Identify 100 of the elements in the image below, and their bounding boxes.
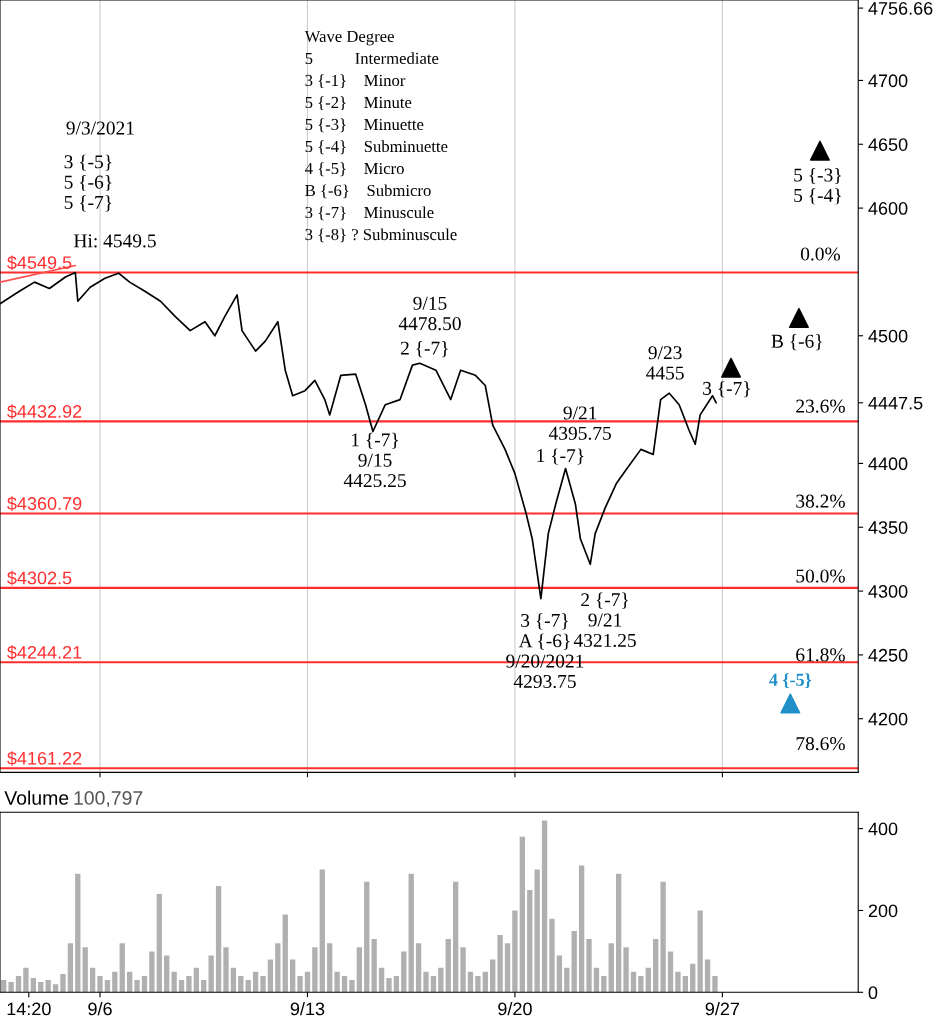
annotation: 3 {-1} Minor — [305, 74, 406, 89]
bar — [230, 967, 237, 993]
annotation: 9/23 4455 — [646, 346, 684, 380]
bar — [171, 971, 177, 993]
bar — [304, 971, 311, 993]
x-tick-label: 9/13 — [290, 1002, 325, 1016]
bar — [193, 967, 200, 993]
annotation: 5 Intermediate — [305, 52, 439, 65]
bar — [593, 967, 600, 993]
point — [809, 140, 830, 161]
annotation: 78.6% — [796, 737, 845, 751]
x-tick-label: 14:20 — [7, 1002, 51, 1016]
bar — [282, 914, 288, 993]
y-tick-label: 200 — [868, 904, 898, 918]
x-tick-label: 9/27 — [705, 1002, 740, 1016]
bar — [208, 955, 214, 993]
y-tick-label: 4200 — [868, 712, 908, 726]
bar — [319, 869, 325, 993]
bar — [534, 869, 540, 993]
bar — [675, 971, 681, 993]
ref-line-label: $4244.21 — [7, 645, 82, 660]
bar — [438, 967, 444, 993]
y-tick-label: 4447.5 — [868, 396, 923, 410]
bar — [45, 980, 51, 993]
bar — [697, 910, 703, 993]
bar — [467, 971, 474, 993]
bar — [408, 873, 414, 993]
bar — [104, 980, 111, 993]
bar — [97, 975, 103, 993]
bar — [601, 975, 607, 993]
bar — [245, 980, 251, 993]
bar — [356, 947, 363, 993]
bar — [267, 959, 274, 993]
bar — [512, 910, 518, 993]
bar — [30, 977, 37, 993]
y-tick-label: 0 — [868, 986, 878, 1000]
bar — [75, 873, 81, 993]
bar — [289, 959, 296, 993]
bar — [497, 935, 503, 993]
bar — [430, 975, 437, 993]
annotation: 50.0% — [796, 569, 845, 583]
y-tick-label: 4700 — [868, 74, 908, 88]
y-tick-label: 4400 — [868, 457, 908, 471]
bar — [475, 975, 481, 993]
bar — [615, 873, 622, 993]
y-tick-label: 400 — [868, 822, 898, 836]
annotation: 1 {-7} 9/15 4425.25 — [343, 432, 406, 488]
bar — [541, 820, 548, 993]
bar — [327, 943, 333, 993]
bar — [452, 881, 459, 993]
bar — [586, 939, 592, 993]
bar — [60, 973, 66, 993]
bar — [126, 971, 133, 993]
bar — [223, 947, 229, 993]
annotation: 5 {-4} Subminuette — [305, 140, 448, 155]
bar — [490, 959, 496, 993]
y-tick-label: 4300 — [868, 585, 908, 598]
y-tick-label: 4650 — [868, 138, 908, 151]
bar — [149, 951, 155, 993]
point — [788, 307, 809, 328]
annotation: 5 {-3} Minuette — [305, 118, 424, 133]
ref-line-label: $4432.92 — [7, 404, 82, 419]
annotation: 5 {-3} 5 {-4} — [794, 167, 841, 205]
annotation: 3 {-8} ? Subminuscule — [305, 228, 457, 243]
bar — [401, 951, 407, 993]
annotation: 2 {-7} 9/21 4321.25 — [573, 592, 636, 648]
bar — [349, 980, 355, 993]
annotation: 9/3/2021 — [66, 121, 134, 135]
bar — [386, 977, 392, 993]
annotation: 23.6% — [796, 399, 845, 413]
annotation: 1 {-7} — [537, 448, 584, 465]
chart-subtitle: 100,797 — [74, 791, 143, 808]
bar — [682, 975, 689, 993]
ref-line-label: $4360.79 — [7, 496, 82, 511]
bar — [660, 881, 666, 993]
annotation: 5 {-2} Minute — [305, 96, 412, 111]
bar — [423, 971, 429, 993]
bar — [238, 975, 244, 993]
bar — [519, 836, 526, 993]
point — [780, 693, 801, 714]
x-tick-label: 9/6 — [88, 1002, 112, 1016]
bar — [252, 971, 259, 993]
bar — [178, 980, 185, 993]
annotation: 3 {-7} — [703, 381, 750, 398]
annotation: B {-6} — [771, 334, 822, 351]
bar — [67, 943, 74, 993]
x-tick-label: 9/20 — [498, 1002, 532, 1016]
bar — [445, 939, 451, 993]
bar — [260, 975, 266, 993]
ref-line-label: $4161.22 — [7, 751, 82, 766]
bar — [653, 939, 659, 993]
annotation: B {-6} Submicro — [305, 184, 431, 199]
annotation: 61.8% — [796, 648, 845, 662]
bar — [82, 947, 88, 993]
bar — [341, 975, 348, 993]
bar — [378, 967, 385, 993]
annotation: 2 {-7} — [400, 341, 448, 358]
bar — [38, 982, 44, 993]
y-tick-label: 4756.66 — [868, 2, 933, 15]
ref-line-label: $4302.5 — [7, 570, 72, 586]
